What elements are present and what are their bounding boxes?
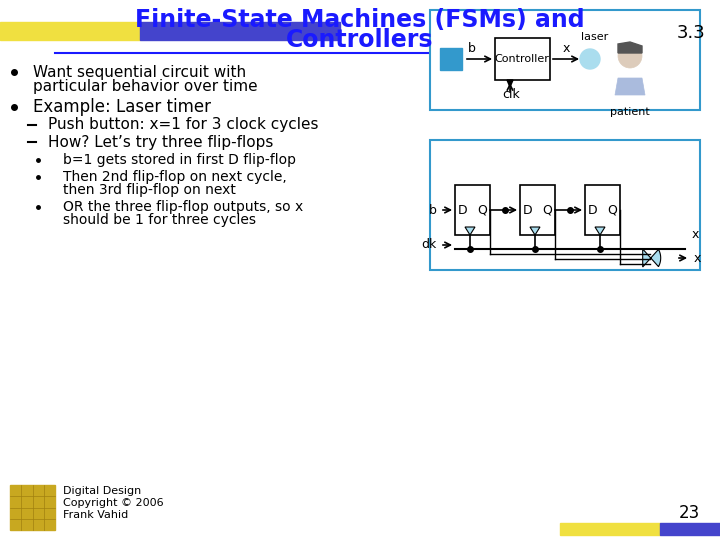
Bar	[455, 185, 490, 235]
Text: D: D	[588, 204, 598, 217]
Bar	[140, 22, 340, 40]
Text: Q: Q	[477, 204, 487, 217]
Text: D: D	[458, 204, 468, 217]
Text: D: D	[523, 204, 533, 217]
Text: Then 2nd flip-flop on next cycle,: Then 2nd flip-flop on next cycle,	[63, 170, 287, 184]
Text: dk: dk	[422, 239, 437, 252]
Polygon shape	[465, 227, 475, 235]
Text: x: x	[691, 228, 698, 241]
Bar	[495, 38, 550, 80]
Text: Digital Design
Copyright © 2006
Frank Vahid: Digital Design Copyright © 2006 Frank Va…	[63, 487, 163, 519]
Text: then 3rd flip-flop on next: then 3rd flip-flop on next	[63, 183, 236, 197]
Circle shape	[618, 44, 642, 68]
Circle shape	[580, 49, 600, 69]
Polygon shape	[618, 42, 642, 53]
Text: laser: laser	[581, 32, 608, 42]
Bar	[10, 485, 55, 530]
Text: b=1 gets stored in first D flip-flop: b=1 gets stored in first D flip-flop	[63, 153, 296, 167]
Bar	[430, 140, 700, 270]
Text: Q: Q	[542, 204, 552, 217]
Bar	[585, 185, 620, 235]
Bar	[0, 22, 140, 40]
Text: Controllers: Controllers	[287, 28, 433, 52]
Polygon shape	[507, 80, 513, 87]
Text: b: b	[468, 42, 476, 55]
Text: clk: clk	[502, 89, 520, 102]
Text: patient: patient	[610, 107, 650, 117]
Text: b: b	[429, 204, 437, 217]
Text: 3.3: 3.3	[676, 24, 705, 42]
Text: OR the three flip-flop outputs, so x: OR the three flip-flop outputs, so x	[63, 200, 303, 214]
Text: Want sequential circuit with: Want sequential circuit with	[33, 64, 246, 79]
Bar	[520, 185, 555, 235]
Bar	[440, 48, 462, 70]
Bar	[560, 523, 660, 535]
Text: x: x	[562, 42, 570, 55]
Polygon shape	[643, 249, 661, 267]
Text: should be 1 for three cycles: should be 1 for three cycles	[63, 213, 256, 227]
Text: Controller: Controller	[495, 54, 549, 64]
Polygon shape	[595, 227, 605, 235]
Text: Example: Laser timer: Example: Laser timer	[33, 98, 211, 116]
Polygon shape	[530, 227, 540, 235]
Text: particular behavior over time: particular behavior over time	[33, 79, 258, 94]
Text: How? Let’s try three flip-flops: How? Let’s try three flip-flops	[48, 134, 274, 150]
Text: Push button: x=1 for 3 clock cycles: Push button: x=1 for 3 clock cycles	[48, 118, 318, 132]
Text: x: x	[694, 252, 701, 265]
Text: Q: Q	[607, 204, 617, 217]
Bar	[660, 523, 720, 535]
Text: 23: 23	[679, 504, 700, 522]
Bar	[430, 10, 700, 110]
Text: Finite-State Machines (FSMs) and: Finite-State Machines (FSMs) and	[135, 8, 585, 32]
Polygon shape	[615, 78, 645, 95]
